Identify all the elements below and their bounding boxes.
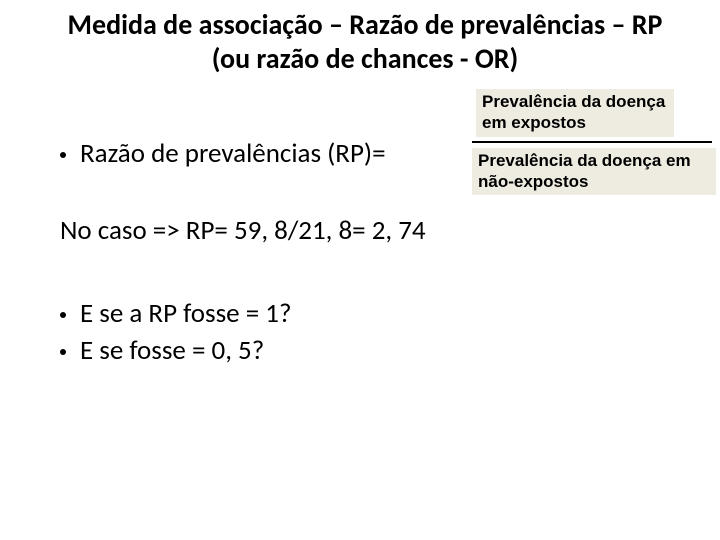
fraction-denominator: Prevalência da doença em não-expostos xyxy=(472,148,716,196)
fraction-line xyxy=(472,141,712,143)
formula-row: Razão de prevalências (RP)= Prevalência … xyxy=(60,137,660,170)
question-2: E se fosse = 0, 5? xyxy=(80,334,264,367)
slide-title: Medida de associação – Razão de prevalên… xyxy=(0,0,720,75)
bullet-icon xyxy=(60,152,66,158)
formula-lhs: Razão de prevalências (RP)= xyxy=(80,137,386,170)
slide-body: Razão de prevalências (RP)= Prevalência … xyxy=(0,137,720,367)
fraction-numerator: Prevalência da doença em expostos xyxy=(476,89,674,137)
questions-block: E se a RP fosse = 1? E se fosse = 0, 5? xyxy=(60,297,660,367)
bullet-icon xyxy=(60,349,66,355)
question-1: E se a RP fosse = 1? xyxy=(80,297,291,330)
question-2-line: E se fosse = 0, 5? xyxy=(60,334,660,367)
case-line: No caso => RP= 59, 8/21, 8= 2, 74 xyxy=(60,214,660,247)
fraction: Prevalência da doença em expostos Preval… xyxy=(472,89,720,195)
question-1-line: E se a RP fosse = 1? xyxy=(60,297,660,330)
title-line-1: Medida de associação – Razão de prevalên… xyxy=(68,7,663,42)
bullet-icon xyxy=(60,312,66,318)
title-line-2: (ou razão de chances - OR) xyxy=(212,41,519,76)
